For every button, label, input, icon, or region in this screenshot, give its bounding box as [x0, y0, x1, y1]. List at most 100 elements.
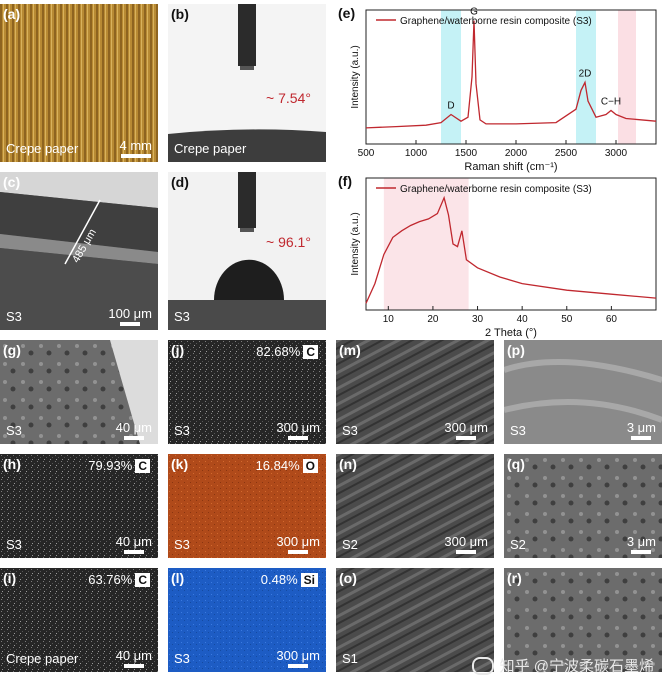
x-tick-label: 3000: [605, 148, 628, 159]
element-h: C: [135, 458, 150, 473]
sample-label-g: S3: [6, 423, 22, 438]
x-tick-label: 2000: [505, 148, 528, 159]
panel-n-sem: (n) S2 300 μm: [336, 454, 494, 558]
map-value-h: 79.93% C: [88, 458, 150, 473]
scale-text-j: 300 μm: [276, 420, 320, 435]
panel-p-sem: (p) S3 3 μm: [504, 340, 662, 444]
scale-text-l: 300 μm: [276, 648, 320, 663]
eds-image-j: [168, 340, 326, 444]
panel-d-contact-angle: (d) ~ 96.1° S3: [168, 172, 326, 330]
panel-f-xrd-chart: 10 20 30 40 50 60 2 Theta (°) Intensity (a.u.) G…: [336, 172, 662, 340]
sample-label-n: S2: [342, 537, 358, 552]
sem-image-p: [504, 340, 662, 444]
scale-bar-k: 300 μm: [276, 534, 320, 554]
droplet-image-d: [168, 172, 326, 330]
panel-i-eds-map: (i) 63.76% C Crepe paper 40 μm: [0, 568, 158, 672]
plot-frame: [365, 177, 657, 311]
droplet-image-b: [168, 4, 326, 162]
panel-a-paper-photo: (a) Crepe paper 4 mm: [0, 4, 158, 162]
plot-frame: [365, 9, 657, 145]
scale-bar-p: 3 μm: [627, 420, 656, 440]
sem-image-o: [336, 568, 494, 672]
x-tick-label: 1000: [405, 148, 428, 159]
map-value-i: 63.76% C: [88, 572, 150, 587]
x-tick-label: 10: [383, 314, 395, 325]
xrd-chart: 10 20 30 40 50 60 2 Theta (°) Intensity (a.u.) G…: [338, 173, 657, 339]
sem-image-g: [0, 340, 158, 444]
percent-h: 79.93%: [88, 458, 133, 473]
scale-text-p: 3 μm: [626, 420, 656, 435]
x-tick-label: 1500: [455, 148, 478, 159]
eds-image-i: [0, 568, 158, 672]
panel-label-q: (q): [507, 456, 525, 472]
scale-bar-m: 300 μm: [444, 420, 488, 440]
element-k: O: [302, 458, 318, 473]
panel-e-raman-chart: 500 1000 1500 2000 2500 3000 Raman shift (cm⁻¹…: [336, 4, 662, 174]
scale-bar-c: 100 μm: [108, 306, 152, 326]
percent-i: 63.76%: [88, 572, 133, 587]
peak-label: 2D: [579, 68, 592, 79]
panel-label-n: (n): [339, 456, 357, 472]
x-tick-label: 20: [427, 314, 439, 325]
sample-label-h: S3: [6, 537, 22, 552]
raman-chart: 500 1000 1500 2000 2500 3000 Raman shift (cm⁻¹…: [338, 5, 657, 173]
contact-angle-d: ~ 96.1°: [266, 234, 311, 250]
scale-bar-i: 40 μm: [116, 648, 152, 668]
zhihu-logo-icon: [471, 656, 494, 675]
panel-label-r: (r): [507, 570, 522, 586]
eds-image-l: [168, 568, 326, 672]
panel-m-sem: (m) S3 300 μm: [336, 340, 494, 444]
sample-label-m: S3: [342, 423, 358, 438]
scale-bar-j: 300 μm: [276, 420, 320, 440]
panel-label: (e): [338, 5, 355, 21]
sem-image-n: [336, 454, 494, 558]
sample-label-d: S3: [174, 309, 190, 324]
sem-image-m: [336, 340, 494, 444]
percent-k: 16.84%: [255, 458, 300, 473]
x-tick-label: 50: [561, 314, 573, 325]
watermark-text: 知乎 @宁波柔碳石墨烯: [499, 658, 654, 675]
sample-label-l: S3: [174, 651, 190, 666]
panel-label-c: (c): [3, 174, 21, 190]
contact-angle-b: ~ 7.54°: [266, 90, 311, 106]
paper-texture-image: [0, 4, 158, 162]
panel-label-h: (h): [3, 456, 21, 472]
panel-g-sem: (g) S3 40 μm: [0, 340, 158, 444]
panel-label: (f): [338, 173, 352, 189]
scale-text-n: 300 μm: [444, 534, 488, 549]
element-i: C: [135, 572, 150, 587]
panel-label-p: (p): [507, 342, 525, 358]
panel-b-contact-angle: (b) ~ 7.54° Crepe paper: [168, 4, 326, 162]
scale-text-a: 4 mm: [119, 138, 153, 153]
panel-j-eds-map: (j) 82.68% C S3 300 μm: [168, 340, 326, 444]
x-tick-label: 30: [472, 314, 484, 325]
panel-l-eds-map: (l) 0.48% Si S3 300 μm: [168, 568, 326, 672]
scale-bar-q: 3 μm: [627, 534, 656, 554]
sem-image-r: [504, 568, 662, 672]
x-tick-label: 500: [358, 148, 375, 159]
cross-section-image: [0, 172, 158, 330]
map-value-l: 0.48% Si: [261, 572, 318, 587]
highlight-band: [576, 10, 596, 144]
x-tick-label: 60: [606, 314, 618, 325]
watermark: 知乎 @宁波柔碳石墨烯: [471, 655, 654, 676]
scale-text-g: 40 μm: [115, 420, 152, 435]
panel-label-b: (b): [171, 6, 189, 22]
scale-bar-h: 40 μm: [116, 534, 152, 554]
peak-label: G: [470, 7, 478, 18]
panel-q-sem: (q) S2 3 μm: [504, 454, 662, 558]
peak-label: D: [447, 101, 454, 112]
scale-bar-l: 300 μm: [276, 648, 320, 668]
element-l: Si: [300, 572, 318, 587]
panel-label-j: (j): [171, 342, 185, 358]
panel-label-o: (o): [339, 570, 357, 586]
panel-c-cross-section: (c) 485 μm S3 100 μm: [0, 172, 158, 330]
panel-k-eds-map: (k) 16.84% O S3 300 μm: [168, 454, 326, 558]
map-value-k: 16.84% O: [256, 458, 318, 473]
highlight-band: [441, 10, 461, 144]
scale-bar-g: 40 μm: [116, 420, 152, 440]
x-tick-label: 40: [517, 314, 529, 325]
sample-label-o: S1: [342, 651, 358, 666]
scale-bar-n: 300 μm: [444, 534, 488, 554]
scale-text-m: 300 μm: [444, 420, 488, 435]
